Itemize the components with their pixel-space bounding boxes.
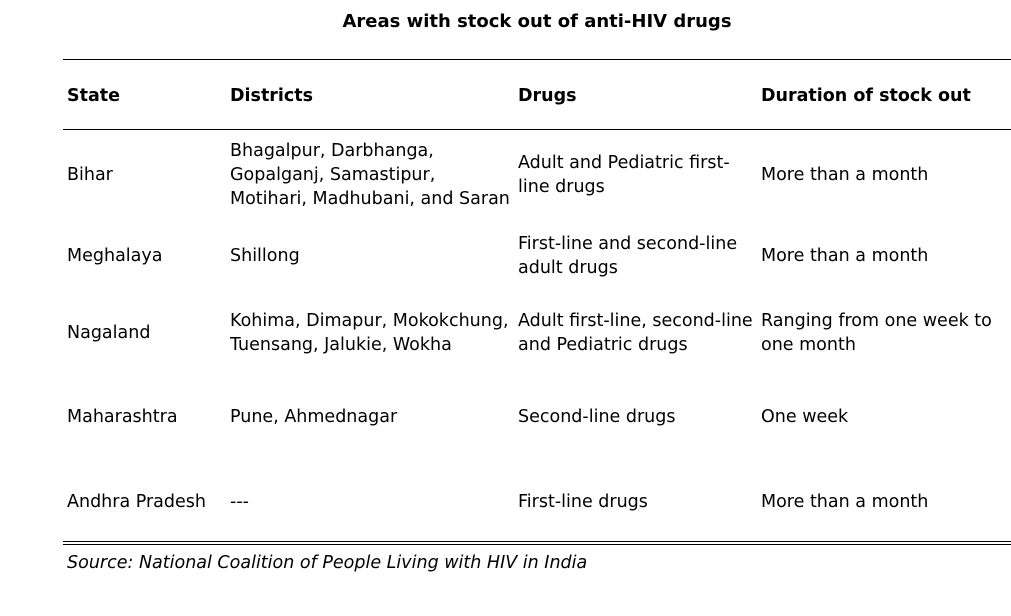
cell-duration: More than a month	[761, 246, 929, 266]
table-row-nagaland: Nagaland Kohima, Dimapur, Mokokchung, Tu…	[0, 309, 1011, 357]
cell-state: Nagaland	[67, 323, 151, 343]
cell-drugs: First-line drugs	[518, 492, 648, 512]
table-row-andhra-pradesh: Andhra Pradesh --- First-line drugs More…	[0, 488, 1011, 516]
column-header-districts: Districts	[230, 86, 314, 106]
column-header-state: State	[67, 86, 121, 106]
cell-districts: Kohima, Dimapur, Mokokchung, Tuensang, J…	[230, 311, 509, 355]
column-header-duration: Duration of stock out	[761, 86, 971, 106]
table-title: Areas with stock out of anti-HIV drugs	[342, 11, 732, 32]
cell-drugs: Adult first-line, second-line and Pediat…	[518, 311, 753, 355]
cell-duration: More than a month	[761, 492, 929, 512]
top-rule	[63, 59, 1011, 60]
header-rule	[63, 129, 1011, 130]
cell-districts: ---	[230, 492, 249, 512]
cell-drugs: Second-line drugs	[518, 407, 676, 427]
cell-drugs: First-line and second-line adult drugs	[518, 234, 738, 278]
cell-duration: One week	[761, 407, 849, 427]
cell-districts: Pune, Ahmednagar	[230, 407, 398, 427]
cell-state: Andhra Pradesh	[67, 492, 206, 512]
table-row-meghalaya: Meghalaya Shillong First-line and second…	[0, 232, 1011, 280]
table-row-maharashtra: Maharashtra Pune, Ahmednagar Second-line…	[0, 403, 1011, 431]
source-note: Source: National Coalition of People Liv…	[67, 553, 588, 573]
cell-districts: Shillong	[230, 246, 300, 266]
table-row-bihar: Bihar Bhagalpur, Darbhanga, Gopalganj, S…	[0, 139, 1011, 211]
column-header-drugs: Drugs	[518, 86, 577, 106]
cell-drugs: Adult and Pediatric first-line drugs	[518, 153, 730, 197]
cell-duration: More than a month	[761, 165, 929, 185]
cell-districts: Bhagalpur, Darbhanga, Gopalganj, Samasti…	[230, 141, 510, 209]
cell-state: Maharashtra	[67, 407, 178, 427]
cell-state: Meghalaya	[67, 246, 163, 266]
cell-state: Bihar	[67, 165, 113, 185]
cell-duration: Ranging from one week to one month	[761, 311, 992, 355]
bottom-rule	[63, 541, 1011, 545]
